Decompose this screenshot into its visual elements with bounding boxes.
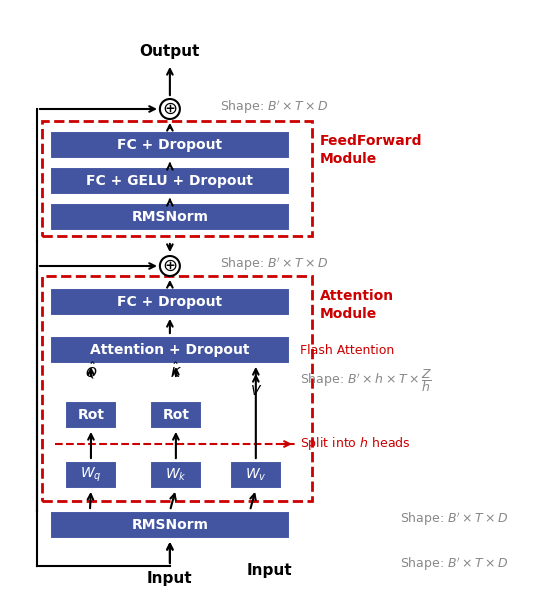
Text: Shape: $\mathit{B'} \times \mathit{T} \times \mathit{D}$: Shape: $\mathit{B'} \times \mathit{T} \t…	[220, 255, 329, 273]
Text: $V$: $V$	[249, 384, 262, 398]
Text: $W_k$: $W_k$	[165, 467, 187, 483]
Text: Rot: Rot	[77, 408, 104, 422]
Text: Attention + Dropout: Attention + Dropout	[90, 343, 249, 357]
Text: RMSNorm: RMSNorm	[131, 210, 208, 224]
Text: Input: Input	[147, 571, 193, 586]
Text: Shape: $\mathit{B'} \times \mathit{h} \times \mathit{T} \times \dfrac{Z}{h}$: Shape: $\mathit{B'} \times \mathit{h} \t…	[300, 368, 431, 394]
FancyBboxPatch shape	[50, 511, 290, 539]
Text: FC + Dropout: FC + Dropout	[117, 138, 222, 152]
FancyBboxPatch shape	[150, 461, 202, 489]
Text: Flash Attention: Flash Attention	[300, 343, 394, 356]
Text: $W_q$: $W_q$	[80, 466, 102, 484]
FancyBboxPatch shape	[65, 401, 117, 429]
FancyBboxPatch shape	[50, 288, 290, 316]
Text: Shape: $\mathit{B'} \times \mathit{T} \times \mathit{D}$: Shape: $\mathit{B'} \times \mathit{T} \t…	[400, 510, 509, 527]
Text: $\oplus$: $\oplus$	[162, 100, 178, 118]
FancyBboxPatch shape	[230, 461, 282, 489]
Circle shape	[160, 256, 180, 276]
FancyBboxPatch shape	[50, 131, 290, 159]
Circle shape	[160, 99, 180, 119]
Text: Shape: $\mathit{B'} \times \mathit{T} \times \mathit{D}$: Shape: $\mathit{B'} \times \mathit{T} \t…	[220, 98, 329, 116]
Text: Split into $h$ heads: Split into $h$ heads	[300, 435, 410, 453]
Text: $\oplus$: $\oplus$	[162, 257, 178, 275]
Text: Output: Output	[140, 44, 200, 59]
FancyBboxPatch shape	[50, 203, 290, 231]
Text: Input: Input	[247, 563, 293, 578]
Text: FC + Dropout: FC + Dropout	[117, 295, 222, 309]
Text: FC + GELU + Dropout: FC + GELU + Dropout	[86, 174, 253, 188]
Text: Shape: $\mathit{B'} \times \mathit{T} \times \mathit{D}$: Shape: $\mathit{B'} \times \mathit{T} \t…	[400, 555, 509, 573]
Text: Attention: Attention	[320, 289, 394, 303]
Text: RMSNorm: RMSNorm	[131, 518, 208, 532]
Text: $\hat{K}$: $\hat{K}$	[170, 362, 182, 381]
Text: Module: Module	[320, 307, 377, 321]
FancyBboxPatch shape	[150, 401, 202, 429]
FancyBboxPatch shape	[50, 167, 290, 195]
Text: $W_v$: $W_v$	[245, 467, 267, 483]
Text: $\hat{Q}$: $\hat{Q}$	[85, 361, 97, 381]
FancyBboxPatch shape	[65, 461, 117, 489]
Text: FeedForward: FeedForward	[320, 134, 422, 148]
FancyBboxPatch shape	[50, 336, 290, 364]
Text: Module: Module	[320, 152, 377, 166]
Text: Rot: Rot	[163, 408, 190, 422]
